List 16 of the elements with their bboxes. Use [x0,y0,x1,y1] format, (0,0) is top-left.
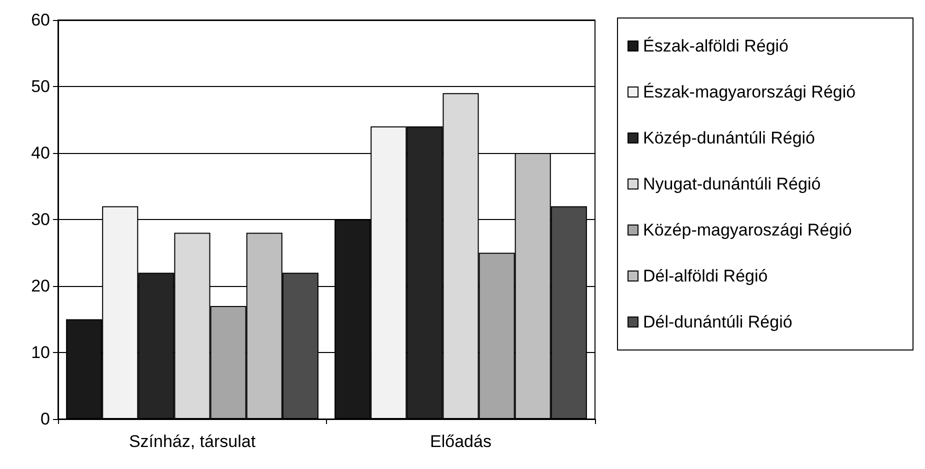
legend-label: Közép-dunántúli Régió [643,128,816,148]
legend-label: Észak-alföldi Régió [643,36,789,56]
legend-label: Nyugat-dunántúli Régió [643,174,821,194]
y-tick-label: 60 [31,10,50,30]
legend-label: Dél-dunántúli Régió [643,312,792,332]
legend-label: Észak-magyarországi Régió [643,82,856,102]
x-tick-label: Előadás [430,432,492,451]
y-tick-label: 10 [31,343,50,362]
y-tick-label: 40 [31,144,50,162]
y-tick-label: 20 [31,276,50,296]
y-tick-label: 50 [31,77,50,96]
y-tick-label: 0 [40,410,50,428]
legend-label: Közép-magyaroszági Régió [643,220,852,240]
y-tick-label: 30 [31,210,50,229]
legend-label: Dél-alföldi Régió [643,266,768,286]
x-tick-label: Színház, társulat [128,432,256,451]
